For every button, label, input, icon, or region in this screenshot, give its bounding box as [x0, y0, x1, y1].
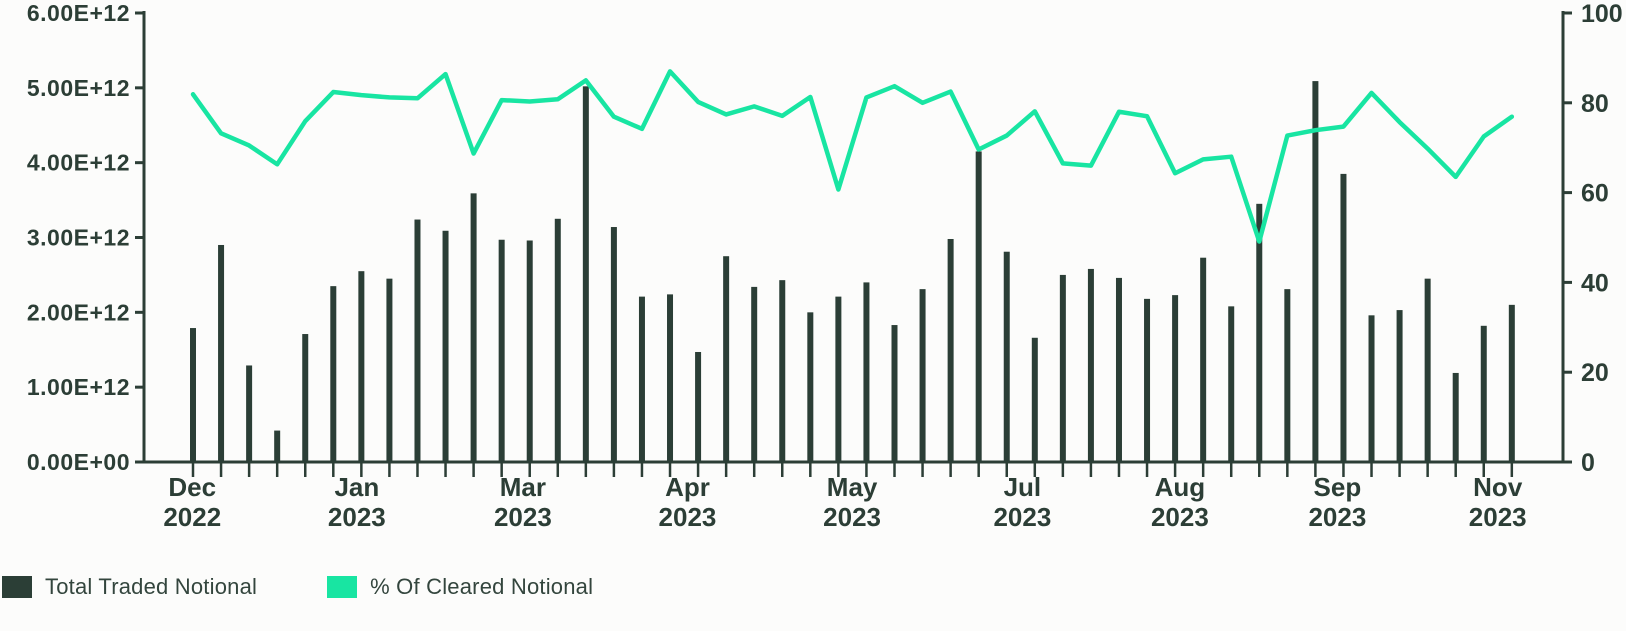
- left-axis-tick-label: 0.00E+00: [27, 449, 130, 475]
- left-axis-tick-label: 5.00E+12: [27, 75, 130, 101]
- line-series-pct-cleared-notional: [190, 69, 1515, 244]
- x-axis-month-label: Mar 2023: [494, 472, 552, 532]
- x-axis-month-label: Apr 2023: [659, 472, 717, 532]
- bar: [190, 328, 196, 462]
- bar: [779, 280, 786, 462]
- left-axis-tick-label: 6.00E+12: [27, 0, 130, 26]
- line-series-swatch: [327, 576, 358, 598]
- left-axis-tick-label: 3.00E+12: [27, 225, 130, 251]
- right-axis-tick-label: 40: [1581, 269, 1609, 297]
- x-axis-month-label: Aug 2023: [1151, 472, 1209, 532]
- bar: [1424, 278, 1431, 462]
- bar: [554, 218, 561, 462]
- bar: [1228, 306, 1235, 462]
- left-axis-tick-label: 4.00E+12: [27, 150, 130, 176]
- bar-series-total-traded-notional: [190, 81, 1515, 463]
- bar: [1368, 315, 1375, 462]
- bar-series-swatch: [2, 576, 32, 598]
- x-axis-month-label: Jul 2023: [993, 472, 1051, 532]
- bar: [695, 351, 702, 462]
- bar: [1508, 304, 1515, 462]
- right-axis-tick-label: 60: [1581, 180, 1609, 208]
- bar: [274, 430, 281, 462]
- bar: [498, 239, 505, 462]
- left-axis-tick-label: 2.00E+12: [27, 299, 130, 325]
- bar: [1396, 310, 1403, 462]
- right-axis-tick-label: 0: [1581, 449, 1595, 477]
- bar: [723, 256, 730, 462]
- bar: [526, 240, 533, 462]
- bar: [302, 334, 309, 462]
- bar: [1031, 337, 1038, 462]
- right-axis-tick-label: 20: [1581, 359, 1609, 387]
- bar: [667, 294, 674, 462]
- bar: [1340, 173, 1347, 462]
- left-axis-tick-label: 1.00E+12: [27, 374, 130, 400]
- bar: [1003, 251, 1010, 462]
- right-axis-tick-label: 80: [1581, 90, 1609, 118]
- legend-item-total-traded-notional: Total Traded Notional: [2, 574, 257, 600]
- bar: [1256, 203, 1263, 462]
- bar: [947, 238, 954, 462]
- bar: [1452, 372, 1459, 462]
- legend-label-pct-cleared-notional: % Of Cleared Notional: [370, 574, 594, 599]
- x-axis-month-label: Nov 2023: [1469, 472, 1527, 532]
- bar: [442, 230, 449, 462]
- x-axis-month-label: May 2023: [823, 472, 881, 532]
- bar: [582, 86, 589, 462]
- x-axis-month-label: Dec 2022: [163, 472, 221, 532]
- bar: [1144, 298, 1151, 462]
- bar: [1284, 289, 1291, 462]
- bar: [1480, 325, 1487, 462]
- bar: [218, 244, 225, 462]
- bar: [470, 193, 477, 462]
- axes: 0.00E+00 1.00E+12 2.00E+12 3.00E+12 4.00E+12…: [27, 0, 1623, 532]
- legend-label-total-traded-notional: Total Traded Notional: [45, 574, 258, 599]
- bar: [330, 286, 337, 462]
- bar: [1087, 268, 1094, 462]
- bar: [751, 286, 758, 462]
- bar: [919, 289, 926, 462]
- right-axis-tick-label: 100: [1581, 0, 1623, 28]
- x-axis-month-label: Sep 2023: [1308, 472, 1366, 532]
- bar: [891, 325, 898, 462]
- legend: Total Traded Notional % Of Cleared Notio…: [2, 574, 593, 600]
- bar: [835, 296, 842, 462]
- bar: [1172, 295, 1179, 462]
- bar: [807, 312, 814, 462]
- bar: [863, 282, 870, 462]
- bar: [1059, 274, 1066, 462]
- bar: [414, 219, 421, 462]
- bar: [386, 278, 393, 462]
- x-axis-month-label: Jan 2023: [328, 472, 386, 532]
- bar: [358, 271, 365, 462]
- legend-item-pct-cleared-notional: % Of Cleared Notional: [327, 574, 593, 600]
- bar: [638, 296, 645, 462]
- bar: [610, 227, 617, 462]
- bar: [975, 151, 982, 463]
- bar: [1115, 277, 1122, 462]
- bar: [246, 365, 253, 462]
- bar: [1200, 257, 1207, 462]
- bar: [1312, 81, 1319, 463]
